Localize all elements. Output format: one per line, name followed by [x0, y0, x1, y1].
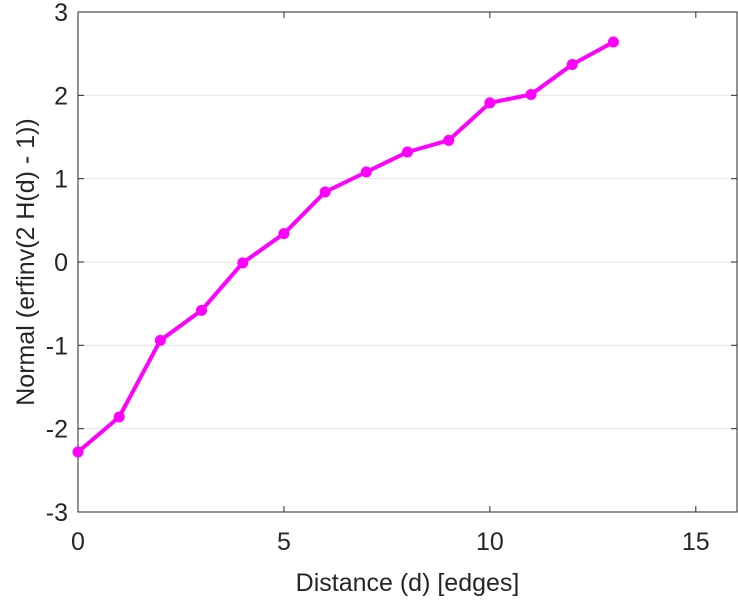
y-tick-label: -1	[46, 332, 68, 360]
data-point	[278, 228, 290, 240]
series-line-0	[76, 40, 616, 454]
gridlines	[78, 11, 737, 513]
y-tick-label: 0	[54, 249, 68, 277]
x-tick-label: 5	[277, 528, 291, 556]
data-point	[443, 134, 455, 146]
x-tick-label: 0	[71, 528, 85, 556]
data-point	[402, 146, 413, 158]
data-point	[360, 166, 372, 178]
y-tick-label: 2	[54, 82, 68, 110]
data-point	[566, 59, 578, 70]
data-point	[72, 446, 84, 458]
tick-labels: -3 -2 -1 0 1 2 3 0 5 10 15	[46, 0, 710, 556]
y-tick-label: -2	[46, 416, 68, 444]
y-axis-label: Normal (erfinv(2 H(d) - 1))	[12, 118, 40, 406]
series-group	[72, 36, 619, 458]
data-point	[113, 411, 125, 423]
x-tick-label: 10	[476, 528, 504, 556]
data-point	[525, 89, 537, 100]
data-point	[237, 257, 249, 269]
axes	[77, 11, 738, 513]
x-tick-label: 15	[682, 528, 710, 556]
x-axis-label: Distance (d) [edges]	[296, 569, 520, 597]
y-tick-label: -3	[46, 499, 68, 527]
data-point	[154, 334, 166, 346]
data-point	[196, 304, 208, 316]
data-point	[319, 186, 331, 198]
y-tick-label: 3	[54, 0, 68, 27]
data-point	[607, 36, 619, 48]
y-tick-label: 1	[54, 166, 68, 194]
data-point	[484, 97, 496, 109]
